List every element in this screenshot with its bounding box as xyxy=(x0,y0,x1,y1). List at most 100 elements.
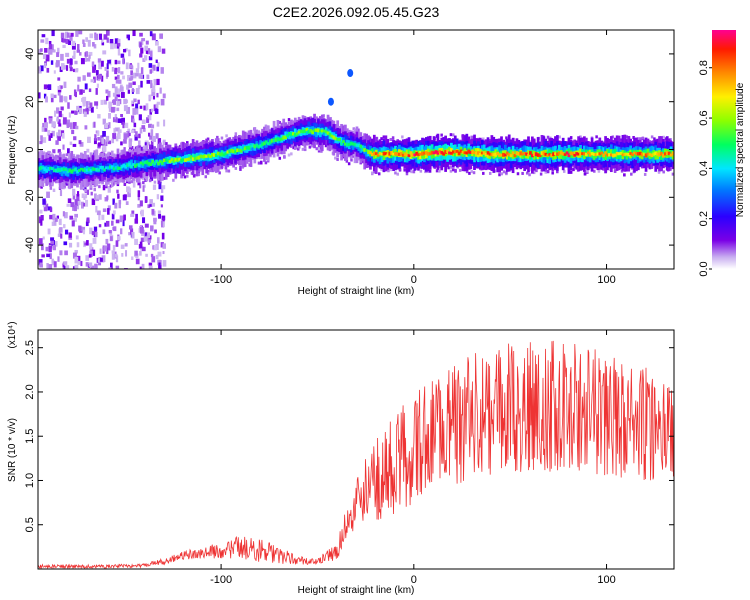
snr-y-multiplier: (x10⁴) xyxy=(7,321,18,348)
spectrogram-halo-cell xyxy=(556,170,559,174)
spectrogram-noise-cell xyxy=(124,122,129,129)
spectrogram-ridge-cell xyxy=(159,160,162,164)
spectrogram-noise-cell xyxy=(39,262,43,268)
spectrogram-halo-cell xyxy=(186,174,189,178)
spectrogram-noise-cell xyxy=(142,58,146,62)
spectrogram-halo-cell xyxy=(546,135,550,139)
spectrogram-noise-cell xyxy=(161,215,166,221)
spectrogram-ridge-cell xyxy=(322,129,326,136)
spectrogram-ridge-cell xyxy=(463,151,467,155)
spectrogram-noise-cell xyxy=(158,262,161,268)
spectrogram-ridge-cell xyxy=(340,141,343,146)
spectrogram-noise-cell xyxy=(120,113,123,118)
spectrogram-ridge-cell xyxy=(101,165,104,170)
spectrogram-halo-cell xyxy=(643,172,647,176)
spectrogram-halo-cell xyxy=(488,171,492,175)
spectrogram-ridge-cell xyxy=(108,165,112,169)
spectrogram-noise-cell xyxy=(98,62,103,70)
spectrogram-halo-cell xyxy=(183,175,187,179)
spectrogram-noise-cell xyxy=(130,76,134,80)
spectrogram-noise-cell xyxy=(76,242,80,248)
spectrogram-noise-cell xyxy=(41,254,45,258)
spectrogram-noise-cell xyxy=(85,221,89,227)
spectrogram-ridge-cell xyxy=(305,127,309,132)
spectrogram-halo-cell xyxy=(320,149,323,153)
spectrogram-ridge-cell xyxy=(621,153,625,157)
spectrogram-ridge-cell xyxy=(106,166,110,170)
spectrogram-noise-cell xyxy=(91,231,95,236)
spectrogram-ridge-cell xyxy=(189,155,193,159)
spectrogram-noise-cell xyxy=(48,40,52,47)
spectrogram-halo-cell xyxy=(336,158,339,162)
spectrogram-noise-cell xyxy=(117,129,122,134)
spectrogram-halo-cell xyxy=(123,182,127,186)
spectrogram-noise-cell xyxy=(69,67,73,72)
spectrogram-noise-cell xyxy=(146,142,151,146)
spectrogram-ridge-cell xyxy=(168,155,172,164)
spectrogram-halo-cell xyxy=(283,155,286,159)
spectrogram-noise-cell xyxy=(139,226,144,234)
snr-y-tick-label: 2.5 xyxy=(24,340,36,355)
spectrogram-ridge-cell xyxy=(41,165,45,174)
spectrogram-ridge-cell xyxy=(344,142,347,146)
spectrogram-noise-cell xyxy=(128,141,132,148)
spectrogram-noise-cell xyxy=(112,117,116,123)
spectrogram-ridge-cell xyxy=(353,142,357,147)
spectrogram-noise-cell xyxy=(128,82,133,88)
spectrogram-noise-cell xyxy=(82,75,86,81)
spectrogram-noise-cell xyxy=(160,195,164,201)
spectrogram-ridge-cell xyxy=(563,153,567,156)
spectrogram-ridge-cell xyxy=(218,152,222,157)
spectrogram-noise-cell xyxy=(147,115,151,119)
spectrogram-y-tick-label: 20 xyxy=(24,96,36,108)
spectrogram-halo-cell xyxy=(380,137,383,141)
spectrogram-ridge-cell xyxy=(265,140,268,148)
spectrogram-halo-cell xyxy=(303,146,307,150)
spectrogram-ridge-cell xyxy=(261,142,264,147)
spectrogram-halo-cell xyxy=(387,169,390,173)
spectrogram-noise-cell xyxy=(140,146,143,153)
spectrogram-halo-cell xyxy=(142,181,145,185)
spectrogram-ridge-cell xyxy=(581,152,584,156)
spectrogram-noise-cell xyxy=(101,75,104,82)
spectrogram-noise-cell xyxy=(85,101,89,109)
spectrogram-noise-cell xyxy=(147,241,150,245)
spectrogram-noise-cell xyxy=(43,84,48,90)
spectrogram-ridge-cell xyxy=(76,170,79,174)
spectrogram-noise-cell xyxy=(114,86,118,93)
spectrogram-noise-cell xyxy=(95,88,98,95)
spectrogram-noise-cell xyxy=(149,199,153,205)
spectrogram-noise-cell xyxy=(41,126,46,132)
spectrogram-noise-cell xyxy=(131,210,135,215)
spectrogram-halo-cell xyxy=(186,141,189,145)
spectrogram-ridge-cell xyxy=(361,147,365,151)
spectrogram-noise-cell xyxy=(114,38,119,44)
spectrogram-noise-cell xyxy=(66,58,70,64)
spectrogram-ridge-cell xyxy=(342,140,345,144)
spectrogram-noise-cell xyxy=(143,236,148,242)
spectrogram-noise-cell xyxy=(148,265,153,269)
spectrogram-noise-cell xyxy=(42,137,47,143)
spectrogram-ridge-cell xyxy=(299,129,303,133)
spectrogram-halo-cell xyxy=(130,149,134,153)
spectrogram-noise-cell xyxy=(160,188,164,193)
spectrogram-noise-cell xyxy=(156,101,160,105)
spectrogram-x-tick-label: -100 xyxy=(210,274,232,286)
spectrogram-ridge-cell xyxy=(132,163,135,166)
spectrogram-noise-cell xyxy=(57,47,60,54)
spectrogram-noise-cell xyxy=(117,48,121,56)
spectrogram-ridge-cell xyxy=(101,166,104,173)
spectrogram-ridge-cell xyxy=(382,151,386,156)
spectrogram-ridge-cell xyxy=(486,152,490,159)
spectrogram-ridge-cell xyxy=(345,142,349,147)
spectrogram-noise-cell xyxy=(129,64,133,69)
spectrogram-noise-cell xyxy=(107,243,111,251)
spectrogram-ridge-cell xyxy=(490,152,494,157)
spectrogram-halo-cell xyxy=(382,135,386,139)
spectrogram-ridge-cell xyxy=(511,152,515,159)
spectrogram-ridge-cell xyxy=(255,143,259,148)
spectrogram-noise-cell xyxy=(98,194,102,200)
spectrogram-noise-cell xyxy=(40,48,43,52)
spectrogram-ridge-cell xyxy=(234,150,237,154)
spectrogram-ridge-cell xyxy=(390,151,394,159)
